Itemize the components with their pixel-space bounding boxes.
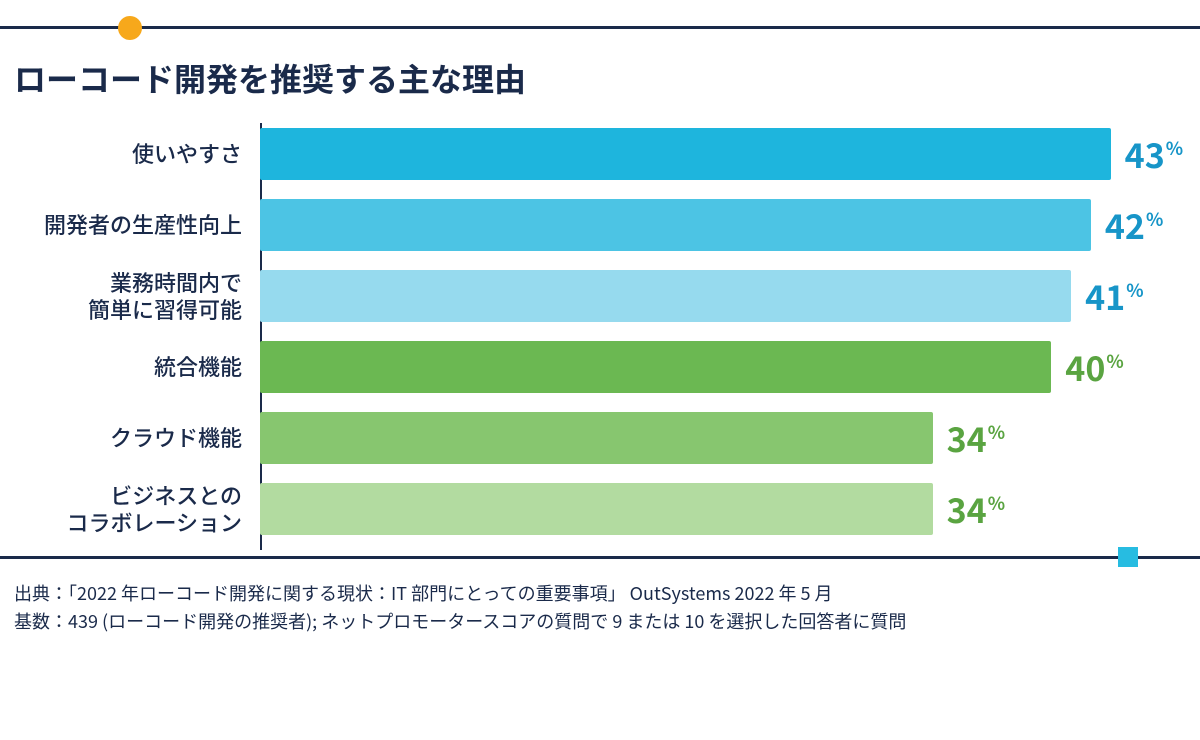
- bar: [260, 483, 933, 535]
- chart-rows: 使いやすさ 43% 開発者の生産性向上 42% 業務時間内で簡単に習得可能 41% 統合機能…: [0, 123, 1180, 550]
- bar-wrap: 41%: [260, 270, 1180, 322]
- bar-value: 40%: [1065, 350, 1123, 384]
- chart-row: クラウド機能 34%: [0, 407, 1180, 468]
- divider-top: [0, 26, 1200, 29]
- bar: [260, 412, 933, 464]
- chart-row: 開発者の生産性向上 42%: [0, 194, 1180, 255]
- row-label: 業務時間内で簡単に習得可能: [0, 269, 260, 322]
- chart-row: 使いやすさ 43%: [0, 123, 1180, 184]
- bar: [260, 128, 1111, 180]
- chart-row: ビジネスとのコラボレーション 34%: [0, 478, 1180, 539]
- bar-value: 34%: [947, 492, 1005, 526]
- marker-circle: [118, 16, 142, 40]
- row-label: ビジネスとのコラボレーション: [0, 482, 260, 535]
- bar-wrap: 42%: [260, 199, 1180, 251]
- chart-row: 業務時間内で簡単に習得可能 41%: [0, 265, 1180, 326]
- footnote: 出典：「2022 年ローコード開発に関する現状：IT 部門にとっての重要事項」 …: [14, 580, 1170, 636]
- bar: [260, 341, 1051, 393]
- row-label: クラウド機能: [0, 424, 260, 450]
- bar-wrap: 43%: [260, 128, 1183, 180]
- chart-title: ローコード開発を推奨する主な理由: [14, 55, 1180, 101]
- bar-chart: ローコード開発を推奨する主な理由 使いやすさ 43% 開発者の生産性向上 42% 業務時…: [0, 55, 1180, 550]
- bar: [260, 199, 1091, 251]
- row-label: 統合機能: [0, 353, 260, 379]
- divider-bottom: [0, 556, 1200, 559]
- bar-value: 43%: [1125, 137, 1183, 171]
- chart-row: 統合機能 40%: [0, 336, 1180, 397]
- bar-value: 41%: [1085, 279, 1143, 313]
- row-label: 使いやすさ: [0, 140, 260, 166]
- bar-wrap: 34%: [260, 412, 1180, 464]
- bar-value: 34%: [947, 421, 1005, 455]
- marker-square: [1118, 547, 1138, 567]
- row-label: 開発者の生産性向上: [0, 211, 260, 237]
- bar-value: 42%: [1105, 208, 1163, 242]
- bar-wrap: 34%: [260, 483, 1180, 535]
- bar: [260, 270, 1071, 322]
- bar-wrap: 40%: [260, 341, 1180, 393]
